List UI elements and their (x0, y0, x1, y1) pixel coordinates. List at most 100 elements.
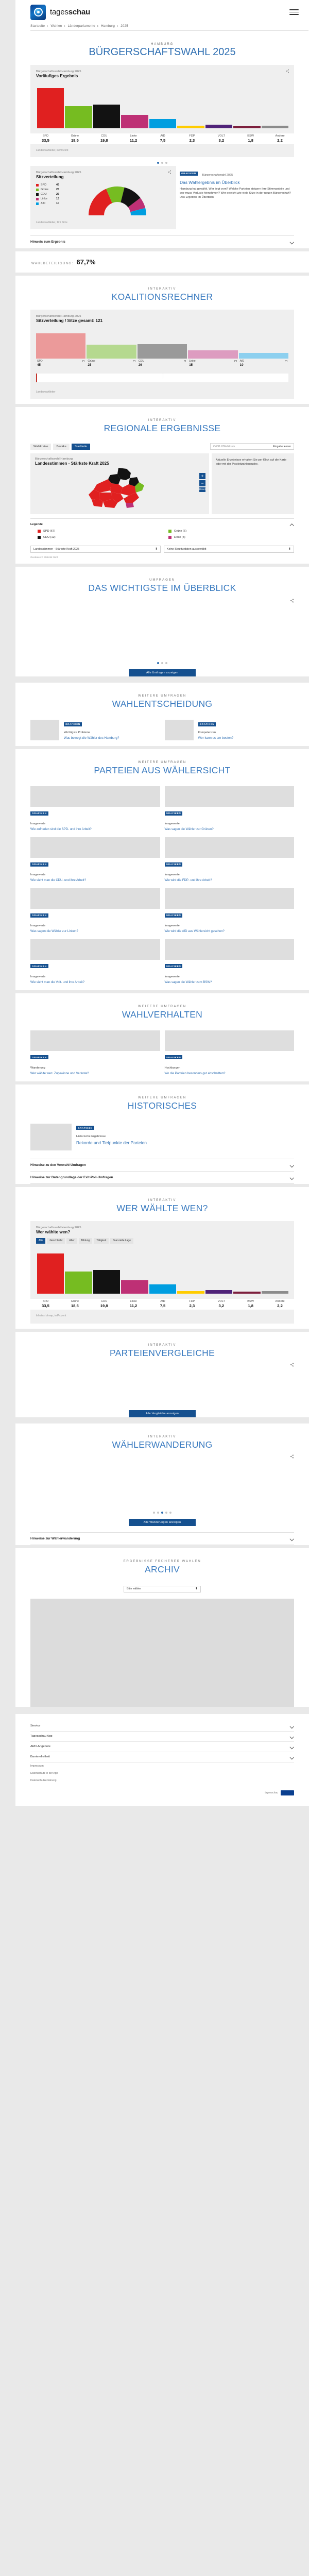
footer-meta-link[interactable]: Datenschutz in der App (30, 1771, 58, 1775)
map-zoom-controls[interactable]: + − Reset (199, 473, 205, 492)
plz-search[interactable]: Ort/PLZ/Wahlkreis Eingabe leeren (210, 443, 294, 450)
breadcrumb-item-4[interactable]: 2025 (121, 24, 128, 28)
coalition-bar-spd[interactable] (36, 333, 86, 359)
parteienvergleiche-carousel[interactable] (30, 1365, 294, 1407)
share-icon[interactable] (290, 1363, 294, 1367)
clear-input-button[interactable]: Eingabe leeren (273, 445, 291, 448)
teaser-title[interactable]: Was sagen die Wähler zur Grünen? (164, 828, 214, 832)
bar-bsw[interactable] (233, 1291, 261, 1294)
donut-slice-linke[interactable] (128, 198, 146, 212)
footer-link[interactable]: Service (30, 1721, 294, 1732)
donut-slice-afd[interactable] (130, 208, 146, 215)
footer-meta-link[interactable]: Datenschutzerklärung (30, 1778, 57, 1782)
teaser-card[interactable]: GRAFIKEN Imagewerte Was sagen die Wähler z… (164, 939, 294, 985)
breadcrumb-item-2[interactable]: Länderparlamente (67, 24, 95, 28)
bar-spd[interactable] (37, 1253, 64, 1294)
carousel-dots[interactable] (30, 157, 294, 166)
carousel-dot[interactable] (169, 1511, 171, 1514)
teaser-title[interactable]: Rekorde und Tiefpunkte der Parteien (76, 1140, 147, 1145)
coalition-party-selectors[interactable]: SPD 45 Grüne 25 CDU 26 Linke 15 AfD 10 (36, 359, 288, 368)
accordion-item-hinweis-ergebnis[interactable]: Hinweis zum Ergebnis (30, 236, 294, 248)
demographic-tab-bildung[interactable]: Bildung (78, 1238, 93, 1244)
show-all-polls-button[interactable]: Alle Umfragen anzeigen (129, 669, 196, 676)
carousel-dot[interactable] (165, 662, 167, 664)
share-icon[interactable] (290, 1454, 294, 1459)
demographic-tab-tätigkeit[interactable]: Tätigkeit (94, 1238, 109, 1244)
teaser-historische-ergebnisse[interactable]: GRAFIKEN Historische Ergebnisse Rekorde … (30, 1118, 294, 1153)
teaser-card[interactable]: GRAFIKEN Imagewerte Wie sieht man die Volt… (30, 939, 160, 985)
teaser-card[interactable]: GRAFIKEN Imagewerte Wie zufrieden sind die… (30, 786, 160, 832)
demographic-tabs[interactable]: Alle Geschlecht Alter Bildung Tätigkeit finan… (36, 1238, 288, 1244)
zoom-out-button[interactable]: − (199, 480, 205, 486)
bar-andere[interactable] (261, 126, 288, 128)
teaser-card[interactable]: GRAFIKEN Wanderung Wer wählte wen: Zugewin… (30, 1030, 160, 1076)
demographic-tab-alter[interactable]: Alter (66, 1238, 77, 1244)
teaser-wahlergebnis[interactable]: GRAFIKEN Bürgerschaftswahl 2025 Das Wahl… (180, 166, 294, 199)
teaser-title[interactable]: Wie sieht man die CDU- und ihre Arbeit? (30, 879, 87, 883)
waehlerwanderung-carousel[interactable] (30, 1457, 294, 1507)
teaser-title[interactable]: Was bewegt die Wähler des Hamburg? (64, 736, 119, 740)
tab-stadtteile[interactable]: Stadtteile (71, 443, 90, 450)
carousel-dot[interactable] (161, 162, 163, 164)
breadcrumb-item-1[interactable]: Wahlen (50, 24, 62, 28)
teaser-card[interactable]: GRAFIKEN Wichtigste Probleme Was bewegt di… (30, 720, 160, 745)
regional-map[interactable]: Bürgerschaftswahl Hamburg Landesstimmen … (30, 453, 209, 514)
map-legend-item[interactable]: Grüne (6) (168, 530, 294, 533)
teaser-card[interactable]: GRAFIKEN Hochburgen Wo die Parteien besond… (164, 1030, 294, 1076)
teaser-title[interactable]: Wer kann es am besten? (198, 736, 234, 740)
teaser-title[interactable]: Was sagen die Wähler zur Linken? (30, 929, 78, 933)
donut-slice-spd[interactable] (89, 189, 112, 215)
donut-slice-cdu[interactable] (121, 187, 141, 208)
coalition-party-spd[interactable]: SPD 45 (36, 359, 85, 368)
carousel-dot[interactable] (165, 1511, 167, 1514)
teaser-card[interactable]: GRAFIKEN Imagewerte Wie wird die FDP- und … (164, 837, 294, 883)
carousel-dot[interactable] (161, 1511, 163, 1514)
accordion-item-exit-poll[interactable]: Hinweise zur Datengrundlage der Exit-Pol… (30, 1172, 294, 1184)
menu-icon[interactable] (289, 9, 299, 15)
coalition-party-grüne[interactable]: Grüne 25 (87, 359, 136, 368)
bar-linke[interactable] (121, 1280, 148, 1294)
demographic-tab-alle[interactable]: Alle (36, 1238, 46, 1244)
bar-cdu[interactable] (93, 1269, 121, 1294)
teaser-title[interactable]: Was sagen die Wähler zum BSW? (164, 980, 212, 984)
carousel-dots[interactable] (30, 1507, 294, 1516)
map-structure-select[interactable]: Keine Strukturdaten ausgewählt ⬍ (164, 546, 294, 553)
breadcrumb-item-0[interactable]: Startseite (30, 24, 45, 28)
coalition-bar-afd[interactable] (238, 353, 289, 359)
accordion-item-wanderung-hinweise[interactable]: Hinweise zur Wählerwanderung (30, 1533, 294, 1545)
archive-year-select[interactable]: Bitte wählen ⬍ (124, 1585, 201, 1592)
coalition-party-cdu[interactable]: CDU 26 (138, 359, 187, 368)
bar-fdp[interactable] (177, 1291, 204, 1294)
bar-linke[interactable] (121, 115, 148, 128)
footer-link[interactable]: Tagesschau App (30, 1732, 294, 1742)
tab-wahlkreise[interactable]: Wahlkreise (30, 443, 52, 450)
show-all-migrations-button[interactable]: Alle Wanderungen anzeigen (129, 1518, 196, 1526)
share-icon[interactable] (167, 170, 171, 174)
bar-volt[interactable] (205, 125, 233, 128)
teaser-title[interactable]: Wo die Parteien besonders gut abschnitte… (164, 1072, 226, 1075)
map-legend-item[interactable]: SPD (67) (38, 530, 163, 533)
coalition-checkbox[interactable] (82, 360, 85, 363)
bar-fdp[interactable] (177, 126, 204, 128)
overview-carousel[interactable] (30, 601, 294, 657)
bar-spd[interactable] (37, 88, 64, 128)
coalition-checkbox[interactable] (285, 360, 288, 363)
coalition-party-linke[interactable]: Linke 15 (188, 359, 237, 368)
demographic-tab-finanzielle-lage[interactable]: finanzielle Lage (110, 1238, 133, 1244)
teaser-title[interactable]: Wer wählte wen: Zugewinne und Verluste? (30, 1072, 89, 1075)
share-icon[interactable] (285, 69, 289, 73)
bar-andere[interactable] (261, 1291, 288, 1294)
bar-grüne[interactable] (65, 1271, 92, 1294)
carousel-dot[interactable] (157, 1511, 159, 1514)
brand-logo[interactable]: tagesschau (30, 4, 90, 20)
footer-link[interactable]: Barrierefreiheit (30, 1752, 294, 1762)
zoom-reset-button[interactable]: Reset (199, 487, 205, 492)
teaser-card[interactable]: GRAFIKEN Kompetenzen Wer kann es am besten… (164, 720, 295, 745)
map-legend-item[interactable]: Linke (5) (168, 536, 294, 539)
map-legend-header[interactable]: Legende (30, 518, 294, 530)
coalition-checkbox[interactable] (234, 360, 237, 363)
coalition-bar-linke[interactable] (188, 350, 238, 359)
zoom-in-button[interactable]: + (199, 473, 205, 479)
teaser-card[interactable]: GRAFIKEN Imagewerte Was sagen die Wähler z… (30, 888, 160, 934)
carousel-dot[interactable] (153, 1511, 155, 1514)
